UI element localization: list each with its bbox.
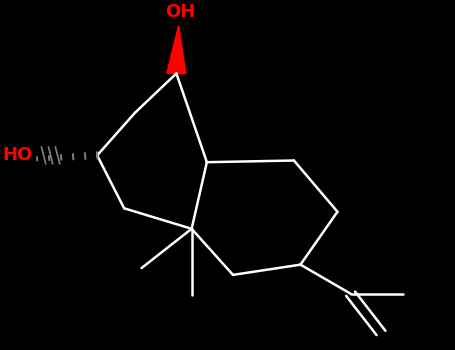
Text: HO: HO [2,146,33,164]
Text: OH: OH [166,2,196,21]
Polygon shape [167,26,186,74]
